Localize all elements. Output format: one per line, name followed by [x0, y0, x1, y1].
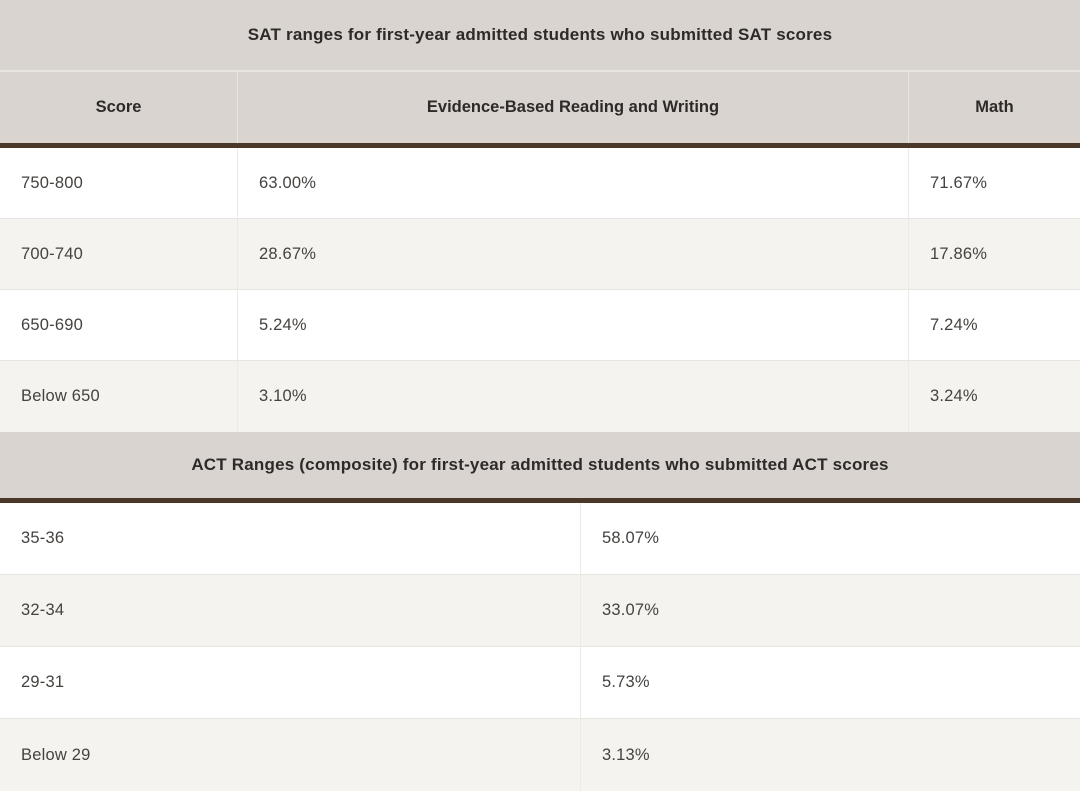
- sat-ebrw-value: 5.24%: [237, 290, 908, 360]
- table-row: 650-690 5.24% 7.24%: [0, 290, 1080, 361]
- sat-column-header-ebrw: Evidence-Based Reading and Writing: [237, 72, 908, 143]
- table-row: 29-31 5.73%: [0, 647, 1080, 719]
- sat-math-value: 3.24%: [908, 361, 1080, 432]
- sat-ebrw-value: 63.00%: [237, 148, 908, 218]
- sat-table-header-row: Score Evidence-Based Reading and Writing…: [0, 72, 1080, 148]
- act-score-range: 29-31: [21, 673, 65, 691]
- act-table-title: ACT Ranges (composite) for first-year ad…: [191, 455, 889, 474]
- act-percent-value: 58.07%: [580, 503, 1080, 574]
- sat-score-range: Below 650: [21, 387, 100, 405]
- table-row: Below 29 3.13%: [0, 719, 1080, 791]
- act-score-range: Below 29: [21, 745, 91, 764]
- sat-ebrw-value: 3.10%: [237, 361, 908, 432]
- table-row: 700-740 28.67% 17.86%: [0, 219, 1080, 290]
- sat-score-range: 700-740: [21, 244, 83, 263]
- sat-column-header-score: Score: [95, 98, 142, 116]
- act-table-title-bar: ACT Ranges (composite) for first-year ad…: [0, 432, 1080, 503]
- sat-ranges-table: SAT ranges for first-year admitted stude…: [0, 0, 1080, 432]
- sat-table-title: SAT ranges for first-year admitted stude…: [247, 25, 833, 44]
- act-ranges-table: ACT Ranges (composite) for first-year ad…: [0, 432, 1080, 791]
- act-percent-value: 3.13%: [580, 719, 1080, 791]
- sat-score-range: 750-800: [21, 173, 83, 192]
- table-row: Below 650 3.10% 3.24%: [0, 361, 1080, 432]
- sat-column-header-math: Math: [908, 72, 1080, 143]
- act-score-range: 32-34: [21, 601, 65, 619]
- act-percent-value: 5.73%: [580, 647, 1080, 718]
- sat-math-value: 7.24%: [908, 290, 1080, 360]
- sat-math-value: 71.67%: [908, 148, 1080, 218]
- sat-score-range: 650-690: [21, 315, 83, 334]
- sat-ebrw-value: 28.67%: [237, 219, 908, 289]
- act-score-range: 35-36: [21, 529, 65, 547]
- sat-table-title-bar: SAT ranges for first-year admitted stude…: [0, 0, 1080, 72]
- act-percent-value: 33.07%: [580, 575, 1080, 646]
- table-row: 32-34 33.07%: [0, 575, 1080, 647]
- table-row: 35-36 58.07%: [0, 503, 1080, 575]
- table-row: 750-800 63.00% 71.67%: [0, 148, 1080, 219]
- sat-math-value: 17.86%: [908, 219, 1080, 289]
